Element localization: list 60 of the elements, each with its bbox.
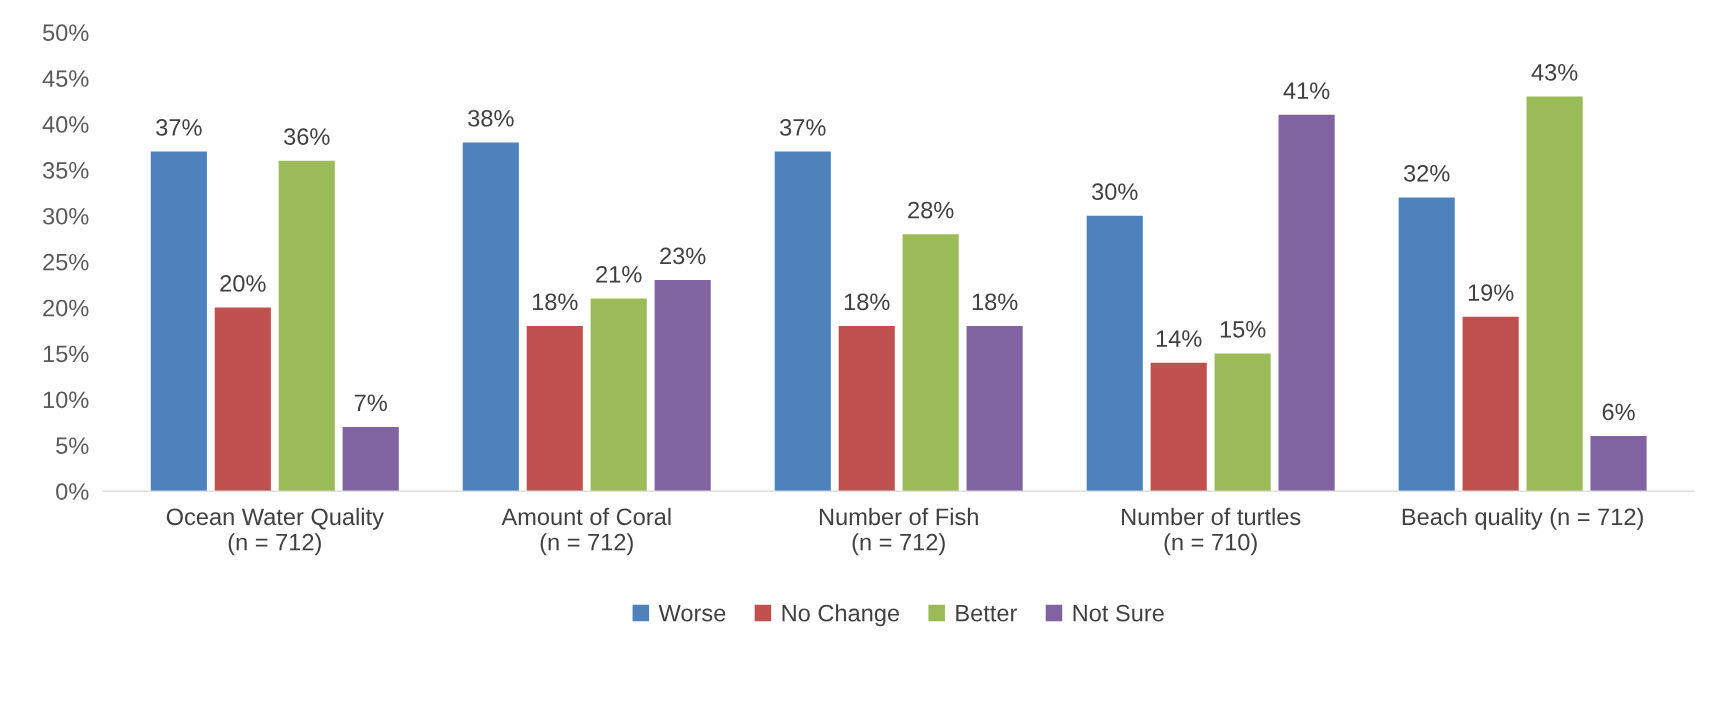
- data-label: 37%: [780, 119, 826, 136]
- data-label: 41%: [1283, 82, 1330, 99]
- y-tick-label: 5%: [56, 437, 89, 455]
- legend-label: No Change: [782, 604, 900, 627]
- bar: [1398, 197, 1455, 492]
- y-tick-label: 30%: [42, 207, 89, 225]
- data-label: 36%: [284, 128, 330, 145]
- data-label: 18%: [844, 293, 890, 311]
- data-label: 20%: [220, 275, 266, 292]
- x-tick-label: Beach quality (n = 712): [1402, 507, 1643, 530]
- bar: [526, 325, 583, 492]
- legend-label: Worse: [658, 605, 726, 622]
- data-label: 23%: [660, 247, 706, 265]
- bar: [774, 151, 831, 492]
- bar: [654, 280, 711, 492]
- bar: [150, 151, 207, 492]
- data-label: 6%: [1602, 403, 1635, 421]
- bar: [966, 325, 1023, 492]
- data-label: 21%: [596, 265, 642, 283]
- y-tick-label: 40%: [42, 116, 89, 133]
- bar: [462, 142, 519, 492]
- data-label: 38%: [468, 109, 514, 127]
- data-label: 32%: [1403, 164, 1450, 182]
- bar: [590, 298, 647, 492]
- data-label: 37%: [156, 119, 202, 136]
- bar: [1462, 316, 1519, 492]
- legend-label: Not Sure: [1073, 604, 1164, 622]
- bar: [1150, 362, 1207, 492]
- data-label: 30%: [1092, 183, 1138, 201]
- y-tick-label: 45%: [42, 70, 89, 87]
- bar: [1214, 353, 1271, 492]
- bar: [838, 325, 895, 492]
- x-tick-label: Number of turtles (n = 710): [1122, 507, 1301, 556]
- y-tick-label: 50%: [43, 24, 89, 42]
- data-label: 43%: [1531, 64, 1578, 81]
- x-tick-label: Amount of Coral (n = 712): [501, 507, 671, 556]
- data-label: 18%: [972, 293, 1018, 311]
- bar: [1278, 114, 1335, 492]
- y-tick-label: 0%: [56, 483, 89, 500]
- y-tick-label: 20%: [43, 299, 89, 317]
- bar: [342, 426, 399, 492]
- y-tick-label: 25%: [43, 253, 89, 271]
- data-label: 7%: [354, 394, 387, 412]
- data-label: 15%: [1220, 321, 1266, 338]
- y-tick-label: 35%: [42, 162, 89, 179]
- x-tick-label: Ocean Water Quality (n = 712): [166, 507, 384, 556]
- bar: [902, 234, 959, 492]
- bar: [278, 160, 335, 492]
- bar: [1526, 96, 1583, 492]
- y-tick-label: 15%: [43, 345, 89, 363]
- y-tick-label: 10%: [43, 391, 89, 409]
- bar: [1590, 436, 1647, 492]
- data-label: 14%: [1156, 330, 1202, 347]
- bar: [1086, 215, 1143, 492]
- data-label: 28%: [908, 201, 954, 219]
- x-tick-label: Number of Fish (n = 712): [819, 507, 978, 556]
- bar: [214, 307, 271, 492]
- data-label: 18%: [532, 293, 578, 311]
- data-label: 19%: [1468, 284, 1514, 301]
- legend-label: Better: [956, 605, 1017, 622]
